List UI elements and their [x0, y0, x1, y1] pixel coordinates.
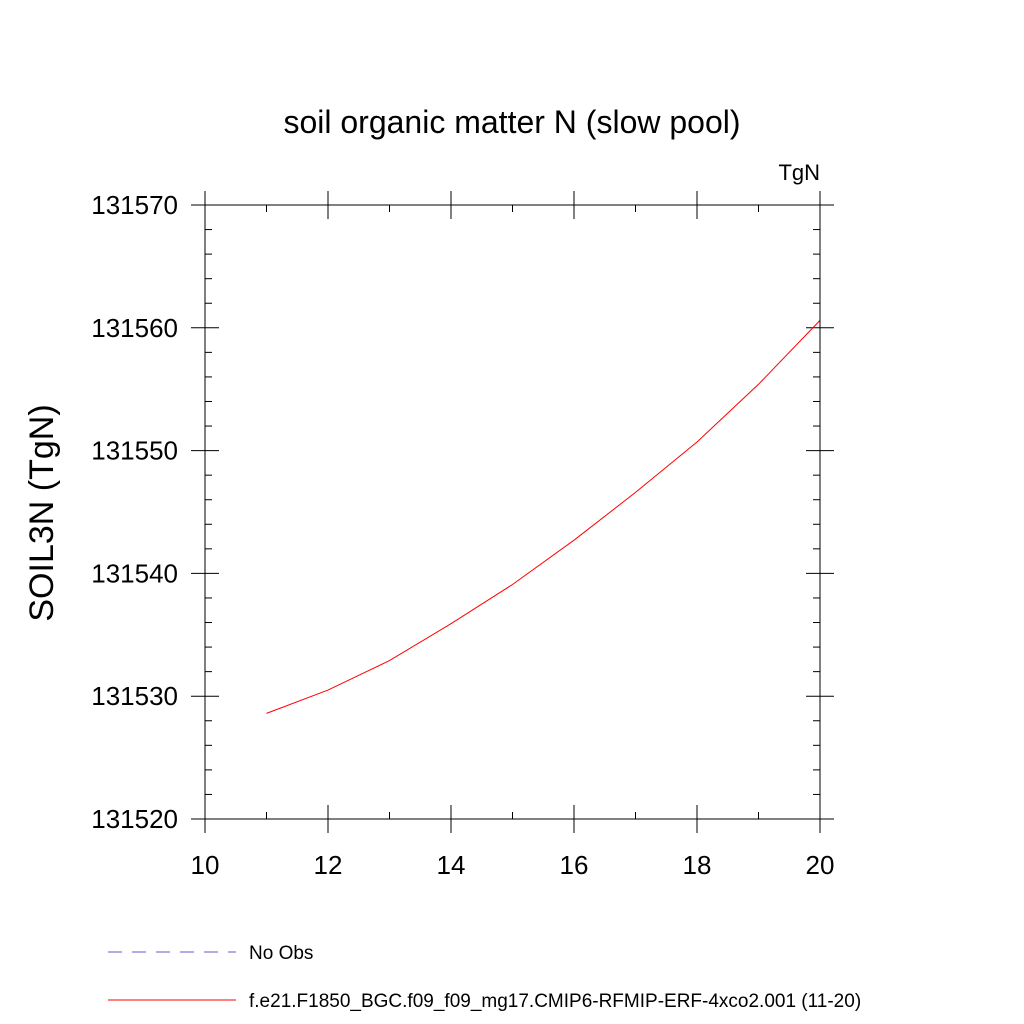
x-tick-label: 16	[560, 850, 589, 880]
y-tick-label: 131550	[91, 436, 178, 466]
legend: No Obs f.e21.F1850_BGC.f09_f09_mg17.CMIP6…	[108, 943, 861, 1012]
y-tick-label: 131560	[91, 313, 178, 343]
tick-labels: 10 12 14 16 18 20 131520 131530 131540 131550 1315…	[91, 190, 834, 880]
y-tick-label: 131520	[91, 804, 178, 834]
x-tick-label: 10	[191, 850, 220, 880]
legend-label: No Obs	[249, 943, 313, 964]
plot-lines	[266, 320, 821, 714]
x-tick-label: 14	[437, 850, 466, 880]
y-tick-label: 131540	[91, 558, 178, 588]
y-axis-label: SOIL3N (TgN)	[23, 404, 61, 621]
plot-frame	[204, 204, 821, 820]
y-tick-label: 131530	[91, 681, 178, 711]
axis-ticks	[191, 191, 834, 833]
x-tick-label: 12	[314, 850, 343, 880]
series-line	[266, 320, 821, 714]
chart-title: soil organic matter N (slow pool)	[283, 104, 740, 140]
legend-label: f.e21.F1850_BGC.f09_f09_mg17.CMIP6-RFMIP…	[249, 991, 861, 1012]
y-tick-label: 131570	[91, 190, 178, 220]
units-label: TgN	[778, 160, 820, 185]
x-tick-label: 20	[806, 850, 835, 880]
x-tick-label: 18	[683, 850, 712, 880]
